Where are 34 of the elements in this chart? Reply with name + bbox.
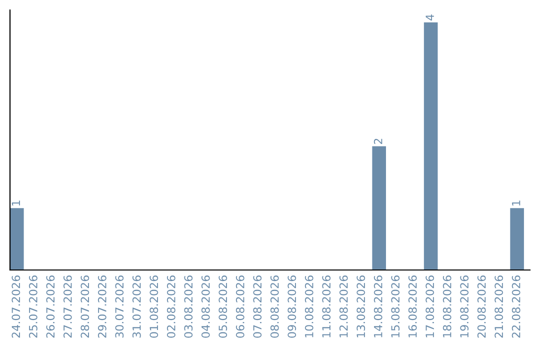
x-tick-label: 11.08.2026	[322, 276, 331, 338]
x-tick-label: 03.08.2026	[184, 276, 193, 338]
x-tick-label: 30.07.2026	[115, 276, 124, 338]
x-tick-label: 07.08.2026	[253, 276, 262, 338]
data-label: 1	[512, 200, 520, 206]
x-tick-label: 28.07.2026	[80, 276, 90, 338]
x-tick-label: 13.08.2026	[356, 276, 366, 338]
x-tick-label: 14.08.2026	[374, 276, 382, 338]
x-tick-label: 29.07.2026	[98, 276, 106, 338]
x-tick-label: 22.08.2026	[512, 276, 520, 338]
x-tick-label: 04.08.2026	[201, 276, 210, 338]
x-tick-label: 01.08.2026	[150, 276, 158, 338]
x-tick-label: 27.07.2026	[63, 276, 72, 338]
x-tick-label: 24.07.2026	[12, 276, 20, 338]
x-tick-label: 12.08.2026	[339, 276, 348, 338]
x-tick-label: 15.08.2026	[391, 276, 400, 338]
x-tick-label: 25.07.2026	[28, 276, 38, 338]
x-tick-label: 21.08.2026	[494, 276, 504, 338]
x-tick-label: 20.08.2026	[477, 276, 486, 338]
data-label: 2	[374, 138, 382, 144]
x-tick-label: 08.08.2026	[270, 276, 279, 338]
x-tick-label: 17.08.2026	[426, 276, 434, 338]
data-label: 4	[426, 14, 434, 20]
x-tick-label: 10.08.2026	[304, 276, 314, 338]
x-tick-label: 26.07.2026	[46, 276, 55, 338]
x-tick-label: 02.08.2026	[166, 276, 176, 338]
x-tick-label: 05.08.2026	[218, 276, 228, 338]
x-tick-label: 09.08.2026	[288, 276, 296, 338]
x-tick-label: 19.08.2026	[460, 276, 469, 338]
x-tick-label: 31.07.2026	[132, 276, 141, 338]
x-tick-label: 18.08.2026	[442, 276, 452, 338]
x-tick-label: 06.08.2026	[236, 276, 244, 338]
x-tick-label: 16.08.2026	[408, 276, 417, 338]
data-label: 1	[12, 200, 20, 206]
